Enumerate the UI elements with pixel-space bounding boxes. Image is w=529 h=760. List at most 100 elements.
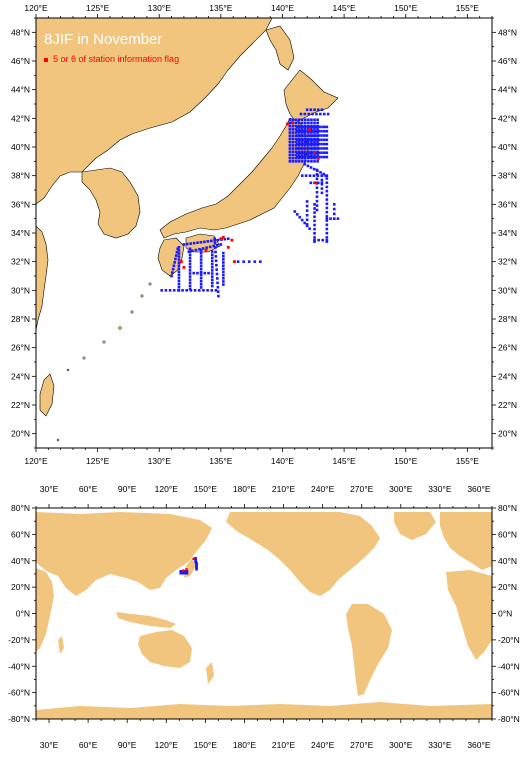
- station-dot: [304, 151, 307, 155]
- station-dot: [313, 223, 316, 227]
- station-dot: [177, 258, 181, 261]
- station-dot: [325, 238, 329, 242]
- station-dot: [325, 138, 329, 142]
- station-dot: [298, 142, 302, 146]
- station-dot: [309, 151, 313, 155]
- station-dot: [305, 213, 309, 217]
- station-dot: [301, 151, 304, 155]
- station-dot: [313, 215, 316, 219]
- world-station-dot: [179, 570, 182, 573]
- station-dot: [222, 276, 225, 280]
- lon-tick-label: 60°E: [79, 484, 98, 494]
- station-dot: [320, 155, 323, 159]
- station-dot: [322, 125, 326, 129]
- station-dot: [291, 118, 295, 122]
- lon-tick-label: 120°E: [24, 456, 48, 466]
- shikoku-shape: [185, 233, 221, 253]
- station-dot: [301, 142, 304, 146]
- station-dot: [305, 200, 309, 203]
- station-dot: [300, 118, 304, 122]
- world-station-dot: [182, 572, 185, 575]
- station-dot: [317, 151, 321, 155]
- station-dot: [288, 137, 292, 141]
- lat-tick-label: 24°N: [11, 371, 30, 381]
- world-station-dot: [180, 572, 184, 575]
- flagged-station-dot: [180, 260, 183, 264]
- station-dot: [294, 131, 298, 134]
- lat-tick-label: 44°N: [11, 85, 30, 95]
- lat-tick-label: -60°N: [498, 688, 520, 698]
- world-station-dot: [180, 570, 184, 573]
- station-dot: [301, 125, 304, 129]
- station-dot: [210, 262, 214, 266]
- station-dot: [295, 147, 299, 150]
- lat-tick-label: 28°N: [11, 314, 30, 324]
- station-dot: [291, 156, 295, 160]
- lon-tick-label: 210°E: [272, 740, 296, 750]
- station-dot: [288, 118, 292, 122]
- sakhalin-shape: [265, 25, 295, 71]
- station-dot: [164, 289, 168, 292]
- station-dot: [313, 203, 316, 206]
- station-dot: [294, 128, 298, 131]
- station-dot: [172, 289, 176, 292]
- station-dot: [325, 198, 329, 201]
- station-dot: [320, 181, 324, 185]
- station-dot: [203, 271, 207, 275]
- station-dot: [295, 151, 299, 155]
- station-dot: [310, 121, 313, 125]
- station-dot: [288, 128, 292, 131]
- station-dot: [309, 134, 313, 137]
- station-dot: [210, 289, 214, 292]
- station-dot: [320, 108, 324, 112]
- station-dot: [313, 238, 316, 242]
- station-dot: [216, 238, 220, 242]
- station-dot: [325, 177, 329, 180]
- station-dot: [177, 282, 181, 286]
- station-dot: [288, 153, 292, 157]
- station-dot: [297, 121, 301, 125]
- station-dot: [194, 248, 198, 252]
- legend-label: 5 or 6 of station information flag: [53, 54, 179, 64]
- station-dot: [291, 134, 295, 138]
- station-dot: [314, 142, 318, 146]
- flagged-station-dot: [226, 245, 230, 249]
- station-dot: [205, 246, 208, 249]
- station-dot: [312, 138, 315, 142]
- world-station-dot: [183, 570, 186, 573]
- station-dot: [308, 227, 311, 230]
- station-dot: [177, 255, 181, 258]
- station-dot: [222, 283, 225, 286]
- station-dot: [307, 112, 311, 116]
- lon-tick-label: 150°E: [394, 456, 418, 466]
- station-dot: [303, 121, 307, 125]
- station-dot: [303, 118, 307, 122]
- world-station-dot: [185, 570, 189, 573]
- station-dot: [310, 153, 313, 157]
- station-dot: [247, 260, 251, 263]
- station-dot: [303, 112, 307, 116]
- taiwan-shape: [39, 373, 55, 417]
- flagged-station-dot: [308, 128, 311, 132]
- flagged-station-dot: [204, 248, 208, 252]
- station-dot: [313, 140, 316, 144]
- station-dot: [215, 277, 219, 280]
- station-dot: [181, 289, 184, 292]
- station-dot: [300, 131, 304, 134]
- station-dot: [298, 125, 302, 129]
- world-station-dot: [194, 556, 197, 560]
- lat-tick-label: 0°N: [16, 609, 30, 619]
- lon-tick-label: 155°E: [456, 456, 480, 466]
- station-dot: [325, 240, 329, 243]
- station-dot: [295, 138, 299, 142]
- station-dot: [214, 259, 218, 263]
- station-dot: [322, 112, 326, 116]
- ryukyu-islands: [56, 282, 152, 442]
- lat-tick-label: 48°N: [11, 27, 30, 37]
- station-dot: [301, 129, 304, 133]
- flagged-station-dot: [316, 157, 320, 160]
- regional-lon-labels-top: 120°E 125°E 130°E 135°E 140°E 145°E 150°E 155°E: [24, 3, 479, 13]
- lat-tick-label: 30°N: [11, 285, 30, 295]
- lat-tick-label: 42°N: [11, 113, 30, 123]
- station-dot: [320, 147, 323, 150]
